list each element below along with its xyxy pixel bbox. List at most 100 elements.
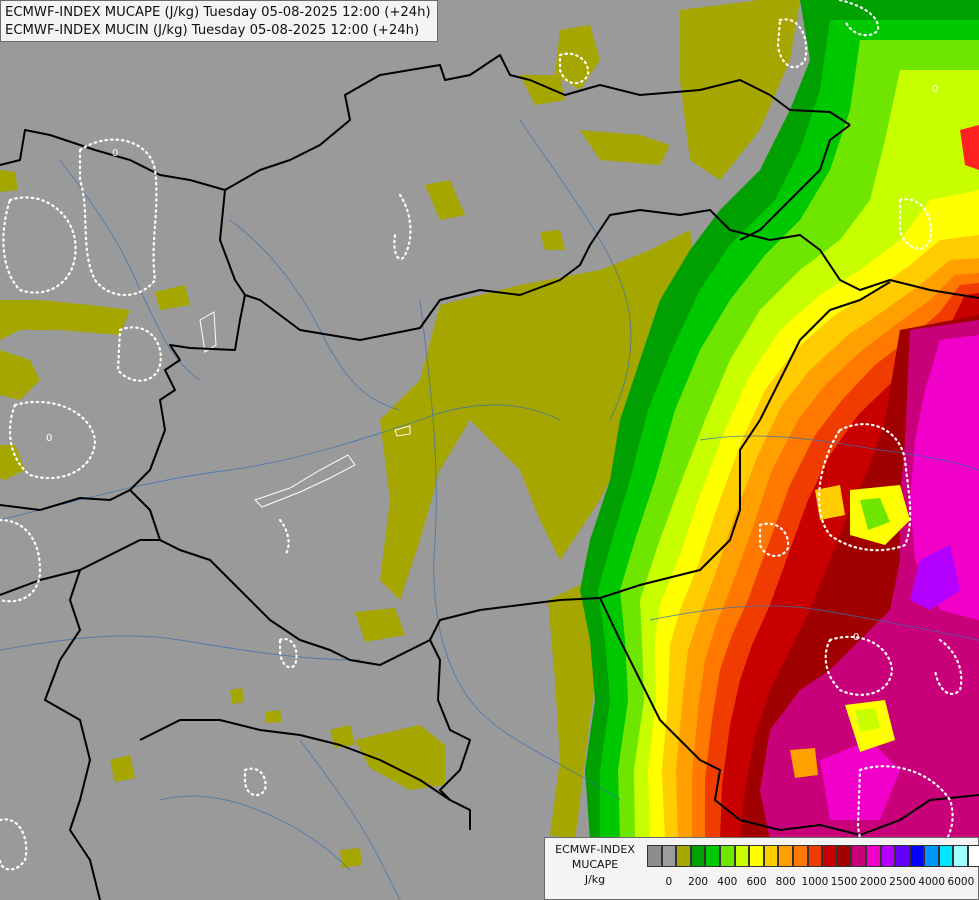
- legend-swatch: [953, 845, 969, 867]
- border: [129, 281, 891, 666]
- border: [599, 597, 979, 836]
- legend-swatches: [647, 845, 979, 867]
- lake: [199, 311, 217, 353]
- lake: [254, 454, 356, 508]
- legend-swatch: [719, 845, 735, 867]
- cape-patch-olive: [425, 180, 465, 220]
- cape-blob-orange: [790, 748, 818, 778]
- mucin-contour: [278, 637, 298, 669]
- title-line-mucin: ECMWF-INDEX MUCIN (J/kg) Tuesday 05-08-2…: [5, 23, 420, 38]
- cape-patch-olive: [340, 848, 362, 868]
- cape-patch-olive: [680, 0, 800, 180]
- country-borders: [0, 54, 979, 900]
- legend-tick-label: 200: [688, 876, 709, 888]
- legend-tick-label: 600: [746, 876, 767, 888]
- border: [219, 189, 979, 341]
- mucin-contour: [758, 522, 790, 557]
- river: [229, 219, 401, 411]
- border: [0, 294, 246, 511]
- mucin-contour: [898, 198, 933, 250]
- title-line-mucape: ECMWF-INDEX MUCAPE (J/kg) Tuesday 05-08-…: [5, 5, 431, 20]
- legend-tick-label: 400: [717, 876, 738, 888]
- mucin-contour: [933, 638, 963, 695]
- river: [519, 119, 632, 421]
- legend-tick-label: 1000: [801, 876, 829, 888]
- cape-patch-olive: [548, 580, 600, 840]
- border: [139, 719, 451, 801]
- mucin-contour: [2, 196, 77, 294]
- border: [429, 639, 471, 830]
- border: [44, 569, 101, 900]
- cape-band-pink: [910, 335, 979, 620]
- river: [299, 739, 401, 900]
- legend-tick-label: 800: [775, 876, 796, 888]
- cape-patch-olive: [355, 608, 405, 642]
- legend-swatch: [938, 845, 954, 867]
- legend-swatch: [836, 845, 852, 867]
- legend-parameter: MUCAPE: [571, 858, 619, 871]
- cape-patch-olive: [355, 725, 445, 790]
- cape-patch-olive: [0, 300, 130, 340]
- legend-tick-label: 2000: [859, 876, 887, 888]
- cape-patch-olive: [110, 755, 135, 782]
- cape-band-violet: [910, 545, 960, 610]
- mucin-contour: [278, 518, 290, 557]
- legend-swatch: [880, 845, 896, 867]
- river: [419, 299, 621, 801]
- mucin-contour: [0, 518, 42, 603]
- legend-swatch: [734, 845, 750, 867]
- mucin-contour: [116, 326, 162, 382]
- cape-blob-green: [855, 708, 880, 732]
- legend-swatch: [895, 845, 910, 867]
- mucin-contour: [776, 18, 808, 69]
- legend-tick-label: 1500: [830, 876, 858, 888]
- legend-swatch: [778, 845, 793, 867]
- legend-swatch: [749, 845, 764, 867]
- mucin-contour: [824, 635, 894, 696]
- lake: [394, 425, 411, 437]
- mucin-contour: [838, 0, 880, 37]
- legend-tick-label: 6000: [947, 876, 975, 888]
- river: [59, 159, 201, 381]
- river: [159, 795, 351, 871]
- border: [0, 539, 160, 596]
- cape-patch-olive: [540, 230, 565, 250]
- legend-tick-label: 0: [665, 876, 673, 888]
- cape-blob-red: [960, 125, 979, 170]
- cape-patch-olive: [520, 75, 565, 105]
- cape-blob-green: [860, 498, 890, 530]
- mucin-contour: [8, 400, 97, 480]
- contour-label: 0: [112, 148, 118, 159]
- legend-swatch: [924, 845, 939, 867]
- map-title-box: ECMWF-INDEX MUCAPE (J/kg) Tuesday 05-08-…: [0, 0, 438, 42]
- border: [739, 124, 851, 241]
- legend-tick-label: 4000: [918, 876, 946, 888]
- cape-patch-olive: [0, 170, 18, 192]
- legend-unit: J/kg: [584, 873, 606, 886]
- legend-swatch: [822, 845, 837, 867]
- cape-patch-olive: [580, 130, 670, 165]
- color-legend: ECMWF-INDEX MUCAPE J/kg 0 200 400 600 800 100…: [544, 837, 979, 900]
- cape-patch-olive: [330, 725, 355, 748]
- cape-patch-olive: [0, 445, 25, 480]
- mucin-contour: [78, 138, 158, 296]
- mucin-contour: [243, 767, 267, 797]
- cape-patch-olive: [0, 350, 40, 400]
- legend-swatch: [647, 845, 662, 867]
- legend-ticks: 0 200 400 600 800 1000 1500 2000 2500 4000 6000: [647, 876, 975, 890]
- legend-swatch: [865, 845, 881, 867]
- contour-label: 0: [853, 632, 859, 643]
- legend-swatch: [909, 845, 925, 867]
- legend-swatch: [807, 845, 823, 867]
- legend-tick-label: 2500: [889, 876, 916, 888]
- river: [0, 635, 361, 661]
- legend-label: ECMWF-INDEX MUCAPE J/kg: [545, 842, 645, 887]
- legend-swatch: [661, 845, 677, 867]
- legend-swatch: [690, 845, 706, 867]
- mucin-contour: [393, 193, 412, 261]
- cape-patch-olive: [155, 285, 190, 310]
- cape-blob-yellow: [815, 485, 845, 520]
- legend-swatch: [792, 845, 808, 867]
- legend-swatch: [968, 845, 979, 867]
